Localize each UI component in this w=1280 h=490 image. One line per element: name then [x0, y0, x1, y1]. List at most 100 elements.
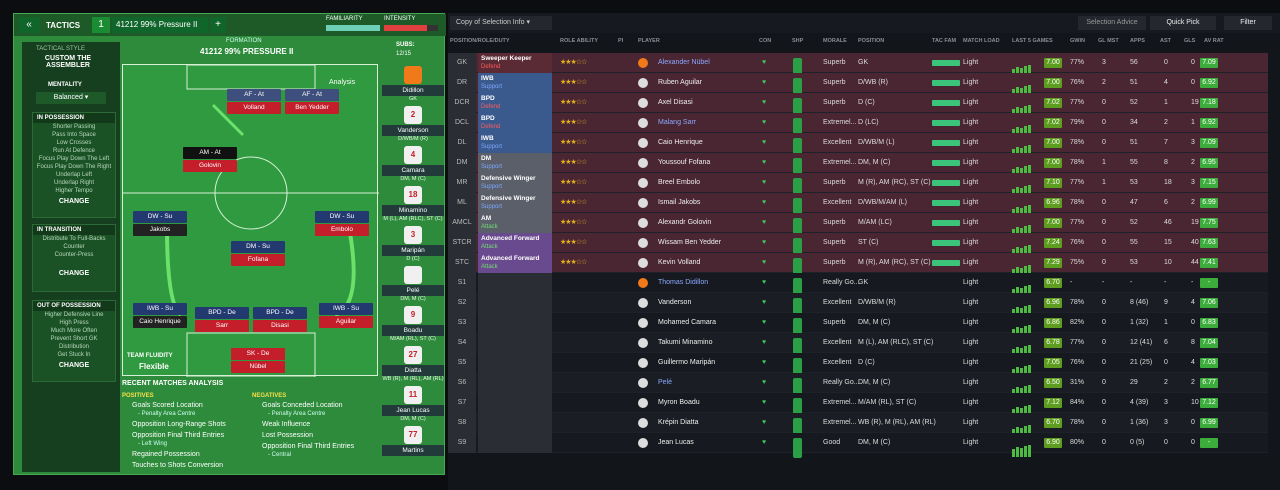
table-row[interactable]: DR IWB Support ★★★☆☆ Ruben Aguilar ♥ Superb D/W…	[448, 73, 1268, 98]
role-duty-cell[interactable]: BPD Defend	[478, 113, 552, 133]
table-row[interactable]: S4 Takumi Minamino ♥ Excellent M (L), AM (RL…	[448, 333, 1268, 358]
table-row[interactable]: S9 Jean Lucas ♥ Good DM, M (C) Light 6.90 80% 0 0…	[448, 433, 1268, 458]
sub-player[interactable]: 3 Maripán D (C)	[382, 226, 444, 263]
role-duty-cell[interactable]	[478, 353, 552, 373]
player-name[interactable]: Youssouf Fofana	[658, 159, 711, 166]
col-position[interactable]: POSITION	[858, 38, 885, 44]
player-name[interactable]: Thomas Didillon	[658, 279, 709, 286]
col-match-load[interactable]: MATCH LOAD	[963, 38, 1000, 44]
player-name[interactable]: Axel Disasi	[658, 99, 693, 106]
role-duty-cell[interactable]	[478, 273, 552, 293]
role-duty-cell[interactable]: IWB Support	[478, 133, 552, 153]
tactic-select[interactable]: 41212 99% Pressure II	[112, 17, 208, 33]
player-name[interactable]: Takumi Minamino	[658, 339, 713, 346]
player-name[interactable]: Ismail Jakobs	[658, 199, 701, 206]
col-av-rat[interactable]: AV RAT	[1204, 38, 1224, 44]
col-pi[interactable]: PI	[618, 38, 624, 44]
add-tactic-button[interactable]: +	[210, 17, 226, 33]
table-row[interactable]: DCR BPD Defend ★★★☆☆ Axel Disasi ♥ Superb D (C)…	[448, 93, 1268, 118]
col-gl-mst[interactable]: GL MST	[1098, 38, 1119, 44]
role-duty-cell[interactable]: DM Support	[478, 153, 552, 173]
col-shp[interactable]: SHP	[792, 38, 804, 44]
table-row[interactable]: S1 Thomas Didillon ♥ Really Go... GK Light 6.7…	[448, 273, 1268, 298]
table-row[interactable]: STC Advanced Forward Attack ★★★☆☆ Kevin Voll…	[448, 253, 1268, 278]
player-name[interactable]: Caio Henrique	[658, 139, 703, 146]
sub-player[interactable]: Pelé DM, M (C)	[382, 266, 444, 303]
sub-player[interactable]: 2 Vanderson D/WB/M (R)	[382, 106, 444, 143]
player-name[interactable]: Pelé	[658, 379, 673, 386]
col-position-role-duty[interactable]: POSITION/ROLE/DUTY	[450, 38, 510, 44]
player-name[interactable]: Malang Sarr	[658, 119, 697, 126]
analysis-toggle[interactable]: Analysis	[329, 79, 355, 86]
out-of-possession-change-button[interactable]: CHANGE	[58, 362, 90, 369]
player-name[interactable]: Vanderson	[658, 299, 692, 306]
role-duty-cell[interactable]: Advanced Forward Attack	[478, 233, 552, 253]
role-duty-cell[interactable]: Defensive Winger Support	[478, 193, 552, 213]
col-tac-fam[interactable]: TAC FAM	[932, 38, 957, 44]
player-name[interactable]: Kevin Volland	[658, 259, 701, 266]
table-row[interactable]: GK Sweeper Keeper Defend ★★★☆☆ Alexander Nüb…	[448, 53, 1268, 78]
player-name[interactable]: Jean Lucas	[658, 439, 694, 446]
role-duty-cell[interactable]	[478, 333, 552, 353]
sub-player[interactable]: Didillon GK	[382, 66, 444, 103]
table-row[interactable]: S7 Myron Boadu ♥ Extremel... M/AM (RL), ST (…	[448, 393, 1268, 418]
player-name[interactable]: Wissam Ben Yedder	[658, 239, 722, 246]
sub-player[interactable]: 27 Diatta WB (R), M (RL), AM (RL)	[382, 346, 444, 383]
role-duty-cell[interactable]	[478, 293, 552, 313]
player-name[interactable]: Breel Embolo	[658, 179, 701, 186]
sub-player[interactable]: 11 Jean Lucas DM, M (C)	[382, 386, 444, 423]
role-duty-cell[interactable]	[478, 393, 552, 413]
player-name[interactable]: Mohamed Camara	[658, 319, 716, 326]
table-row[interactable]: S6 Pelé ♥ Really Go... DM, M (C) Light 6.50 31%…	[448, 373, 1268, 398]
tactical-style-name[interactable]: CUSTOM THE ASSEMBLER	[44, 55, 92, 69]
table-row[interactable]: DM DM Support ★★★☆☆ Youssouf Fofana ♥ Extremel…	[448, 153, 1268, 178]
col-gls[interactable]: GLS	[1184, 38, 1196, 44]
player-name[interactable]: Guillermo Maripán	[658, 359, 716, 366]
role-duty-cell[interactable]: Defensive Winger Support	[478, 173, 552, 193]
table-row[interactable]: S5 Guillermo Maripán ♥ Excellent D (C) Light 7…	[448, 353, 1268, 378]
sub-player[interactable]: 18 Minamino M (L), AM (RLC), ST (C)	[382, 186, 444, 223]
selection-advice-button[interactable]: Selection Advice	[1078, 16, 1146, 30]
player-name[interactable]: Alexandr Golovin	[658, 219, 712, 226]
table-row[interactable]: AMCL AM Attack ★★★☆☆ Alexandr Golovin ♥ Superb…	[448, 213, 1268, 238]
col-con[interactable]: CON	[759, 38, 772, 44]
col-morale[interactable]: MORALE	[823, 38, 847, 44]
table-row[interactable]: S2 Vanderson ♥ Excellent D/WB/M (R) Light 6.96…	[448, 293, 1268, 318]
table-row[interactable]: ML Defensive Winger Support ★★★☆☆ Ismail Jak…	[448, 193, 1268, 218]
table-row[interactable]: S8 Krépin Diatta ♥ Extremel... WB (R), M (RL…	[448, 413, 1268, 438]
in-transition-change-button[interactable]: CHANGE	[58, 270, 90, 277]
mentality-dropdown[interactable]: Balanced ▾	[36, 92, 106, 104]
in-possession-change-button[interactable]: CHANGE	[58, 198, 90, 205]
sub-player[interactable]: 9 Boadu M/AM (RL), ST (C)	[382, 306, 444, 343]
col-player[interactable]: PLAYER	[638, 38, 660, 44]
player-name[interactable]: Myron Boadu	[658, 399, 700, 406]
role-duty-cell[interactable]	[478, 373, 552, 393]
view-dropdown[interactable]: Copy of Selection Info ▾	[450, 16, 552, 30]
analysis-title[interactable]: RECENT MATCHES ANALYSIS	[122, 380, 224, 387]
role-duty-cell[interactable]: Advanced Forward Attack	[478, 253, 552, 273]
formation-name[interactable]: 41212 99% PRESSURE II	[200, 47, 294, 56]
table-row[interactable]: DL IWB Support ★★★☆☆ Caio Henrique ♥ Excellent…	[448, 133, 1268, 158]
table-row[interactable]: STCR Advanced Forward Attack ★★★☆☆ Wissam Be…	[448, 233, 1268, 258]
role-duty-cell[interactable]: IWB Support	[478, 73, 552, 93]
role-duty-cell[interactable]: AM Attack	[478, 213, 552, 233]
role-duty-cell[interactable]: Sweeper Keeper Defend	[478, 53, 552, 73]
back-button[interactable]: «	[18, 17, 40, 33]
role-duty-cell[interactable]	[478, 313, 552, 333]
filter-button[interactable]: Filter	[1224, 16, 1272, 30]
col-apps[interactable]: APPS	[1130, 38, 1145, 44]
quick-pick-button[interactable]: Quick Pick	[1150, 16, 1216, 30]
col-gwin[interactable]: GWIN	[1070, 38, 1085, 44]
sub-player[interactable]: 4 Camara DM, M (C)	[382, 146, 444, 183]
player-name[interactable]: Alexander Nübel	[658, 59, 710, 66]
table-row[interactable]: S3 Mohamed Camara ♥ Superb DM, M (C) Light 6.8…	[448, 313, 1268, 338]
sub-player[interactable]: 77 Martins	[382, 426, 444, 456]
table-row[interactable]: DCL BPD Defend ★★★☆☆ Malang Sarr ♥ Extremel...…	[448, 113, 1268, 138]
player-name[interactable]: Ruben Aguilar	[658, 79, 702, 86]
col-role-ability[interactable]: ROLE ABILITY	[560, 38, 598, 44]
role-duty-cell[interactable]	[478, 413, 552, 433]
role-duty-cell[interactable]: BPD Defend	[478, 93, 552, 113]
player-name[interactable]: Krépin Diatta	[658, 419, 699, 426]
col-ast[interactable]: AST	[1160, 38, 1171, 44]
tactic-slot-number[interactable]: 1	[92, 17, 110, 33]
